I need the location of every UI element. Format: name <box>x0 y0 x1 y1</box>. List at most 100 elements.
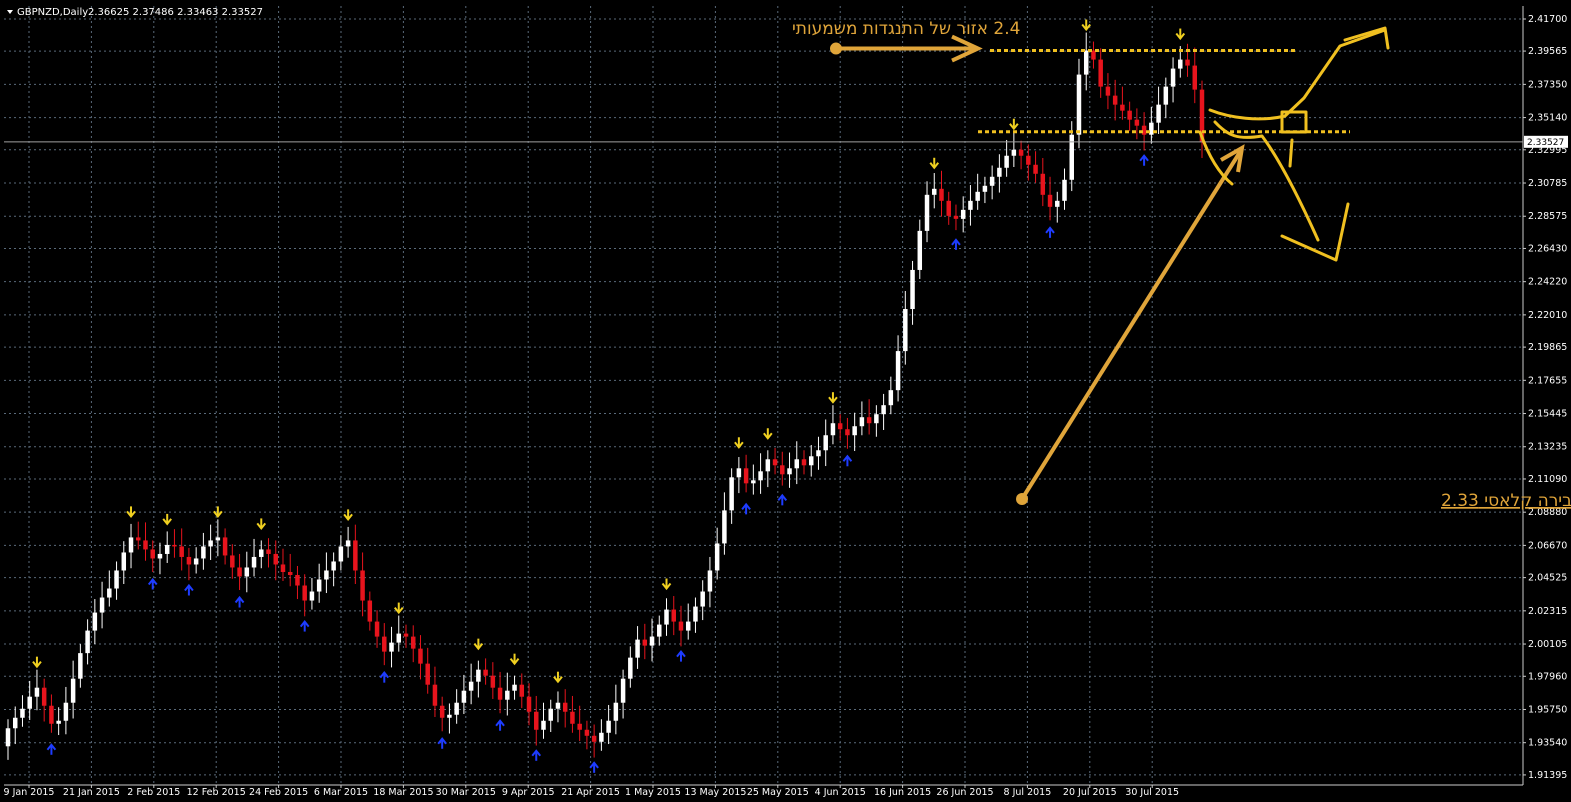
symbol-label: GBPNZD,Daily <box>17 7 88 18</box>
candle-body <box>1141 125 1147 135</box>
arrow-up-icon <box>147 577 158 586</box>
x-tick-label: 30 Mar 2015 <box>436 787 496 798</box>
candle-body <box>1149 122 1154 135</box>
candle-body <box>382 636 387 652</box>
x-tick-label: 6 Mar 2015 <box>314 787 368 798</box>
candle-body <box>287 571 293 575</box>
candle-body <box>266 549 271 554</box>
candle-body <box>1076 74 1082 135</box>
y-tick-label: 2.39565 <box>1528 46 1567 57</box>
arrow-up-icon <box>1139 154 1149 162</box>
candle-body <box>1062 179 1067 201</box>
candle-body <box>403 633 409 637</box>
candle-body <box>1004 155 1009 168</box>
hand-stroke <box>1198 130 1234 186</box>
candle-body <box>20 708 25 718</box>
candle-body <box>1178 59 1183 69</box>
candle-body <box>736 468 742 478</box>
y-tick-label: 1.93540 <box>1528 738 1567 749</box>
resistance-annotation: 2.4 אזור של התנגדות משמעותי <box>792 19 1020 39</box>
candle-body <box>989 176 995 186</box>
candle-body <box>982 185 988 192</box>
candle-body <box>816 450 821 457</box>
candle-body <box>772 459 778 466</box>
candle-body <box>895 351 901 391</box>
candle-body <box>1018 149 1024 156</box>
arrow-down-icon <box>473 643 484 651</box>
arrow-down-icon <box>553 676 563 684</box>
candle-body <box>787 468 792 475</box>
arrow-up-icon <box>1045 226 1055 234</box>
candle-body <box>808 456 814 466</box>
candle-body <box>107 588 112 598</box>
arrow-down-icon <box>126 510 136 518</box>
candle-body <box>193 558 199 565</box>
candle-body <box>1170 68 1176 87</box>
candle-body <box>1098 59 1103 87</box>
signal-arrows <box>32 19 1186 773</box>
x-tick-label: 25 May 2015 <box>747 787 809 798</box>
candle-body <box>888 390 894 406</box>
x-tick-label: 30 Jul 2015 <box>1125 787 1179 798</box>
bearish-scenario-path <box>1213 120 1320 242</box>
candle-body <box>92 612 98 631</box>
candle-body <box>215 537 221 541</box>
x-tick-label: 9 Apr 2015 <box>502 787 555 798</box>
candle-body <box>570 711 575 724</box>
candle-body <box>946 200 951 216</box>
candle-body <box>671 609 676 622</box>
arrow-down-icon <box>1009 123 1019 131</box>
candle-body <box>975 191 980 201</box>
candle-body <box>997 167 1002 177</box>
arrow-down-icon <box>256 522 267 531</box>
support-annotation: אזור קניה או מכירה לאחר שבירה קלאסי 2.33 <box>1441 491 1571 511</box>
candle-body <box>324 570 329 580</box>
candle-body <box>143 540 148 550</box>
y-tick-label: 2.41700 <box>1528 14 1567 25</box>
candle-body <box>707 570 713 592</box>
candle-body <box>5 728 11 747</box>
candle-body <box>613 702 619 721</box>
arrow-up-icon <box>46 743 57 751</box>
candle-body <box>1011 149 1017 156</box>
y-tick-label: 2.35140 <box>1528 113 1567 124</box>
arrow-up-icon <box>951 238 961 246</box>
arrow-up-icon <box>379 671 390 679</box>
y-tick-label: 2.13235 <box>1528 442 1567 453</box>
x-tick-label: 18 Mar 2015 <box>373 787 433 798</box>
candle-body <box>1047 194 1053 207</box>
candle-body <box>34 687 40 697</box>
y-tick-label: 2.26430 <box>1528 243 1567 254</box>
candle-body <box>425 663 430 685</box>
candle-body <box>468 681 474 691</box>
candle-body <box>1185 59 1190 66</box>
arrow-down-icon <box>1175 32 1186 41</box>
candle-body <box>765 459 771 472</box>
candle-body <box>201 546 206 559</box>
candle-body <box>722 510 727 544</box>
y-tick-label: 2.02315 <box>1528 606 1567 617</box>
candle-body <box>1105 86 1111 96</box>
x-tick-label: 24 Feb 2015 <box>249 787 308 798</box>
candle-body <box>150 549 155 559</box>
chevron-down-icon[interactable] <box>7 10 13 14</box>
candle-body <box>685 621 691 631</box>
candle-body <box>903 309 908 352</box>
current-price-label: 2.33527 <box>1527 138 1564 148</box>
candle-body <box>526 696 532 712</box>
candle-body <box>230 555 235 568</box>
candle-body <box>606 720 611 733</box>
y-tick-label: 2.04525 <box>1528 573 1567 584</box>
candle-body <box>338 546 344 562</box>
candle-body <box>845 429 850 436</box>
chart-header: GBPNZD,Daily 2.36625 2.37486 2.33463 2.3… <box>7 7 263 18</box>
candle-body <box>714 543 720 571</box>
candle-body <box>389 642 394 652</box>
candle-body <box>1026 155 1031 165</box>
candle-body <box>852 426 857 436</box>
candle-body <box>1091 50 1096 60</box>
candle-body <box>953 215 959 219</box>
candle-body <box>620 678 626 703</box>
arrow-up-icon <box>437 737 447 745</box>
